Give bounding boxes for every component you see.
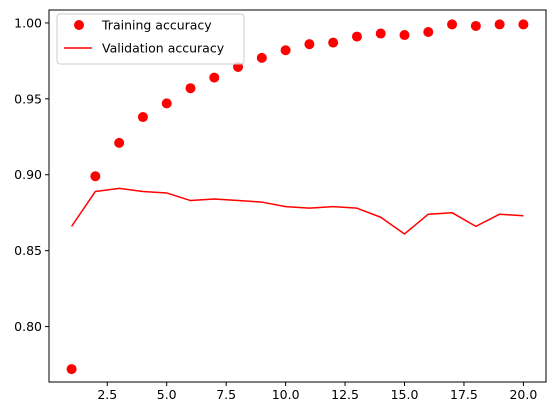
- legend-label-training: Training accuracy: [101, 18, 212, 33]
- x-tick-label: 20.0: [509, 387, 537, 402]
- validation-accuracy-line: [70, 187, 524, 235]
- training-accuracy-point: [447, 19, 458, 30]
- x-tick-label: 5.0: [157, 387, 177, 402]
- y-tick-label: 1.00: [14, 15, 42, 30]
- y-tick-label: 0.90: [14, 167, 42, 182]
- x-tick-label: 12.5: [331, 387, 359, 402]
- x-axis: 2.5 5.0 7.5 10.0 12.5 15.0 17.5 20.0: [97, 382, 537, 402]
- x-tick-label: 7.5: [216, 387, 236, 402]
- plot-area: [66, 19, 529, 375]
- training-accuracy-point: [256, 52, 267, 63]
- training-accuracy-point: [114, 137, 125, 148]
- x-tick-label: 17.5: [450, 387, 478, 402]
- training-accuracy-point: [494, 19, 505, 30]
- training-accuracy-point: [137, 112, 148, 123]
- training-accuracy-point: [423, 27, 434, 38]
- training-accuracy-point: [66, 364, 77, 375]
- legend: Training accuracy Validation accuracy: [56, 13, 245, 65]
- training-accuracy-point: [399, 30, 410, 41]
- training-accuracy-point: [518, 19, 529, 30]
- x-tick-label: 15.0: [391, 387, 419, 402]
- x-tick-label: 10.0: [272, 387, 300, 402]
- training-accuracy-point: [470, 20, 481, 31]
- training-accuracy-point: [328, 37, 339, 48]
- training-accuracy-point: [304, 39, 315, 50]
- y-tick-label: 0.80: [14, 319, 42, 334]
- y-tick-label: 0.85: [14, 243, 42, 258]
- training-accuracy-point: [161, 98, 172, 109]
- training-accuracy-point: [209, 72, 220, 83]
- y-axis: 0.80 0.85 0.90 0.95 1.00: [14, 15, 49, 334]
- training-accuracy-point: [351, 31, 362, 42]
- training-accuracy-point: [375, 28, 386, 39]
- x-tick-label: 2.5: [97, 387, 117, 402]
- y-tick-label: 0.95: [14, 91, 42, 106]
- training-accuracy-point: [185, 83, 196, 94]
- training-accuracy-point: [280, 45, 291, 56]
- legend-marker-training: [74, 20, 84, 30]
- legend-box: [56, 13, 245, 65]
- legend-label-validation: Validation accuracy: [102, 41, 225, 56]
- axes-frame: [48, 9, 547, 383]
- training-accuracy-point: [90, 171, 101, 182]
